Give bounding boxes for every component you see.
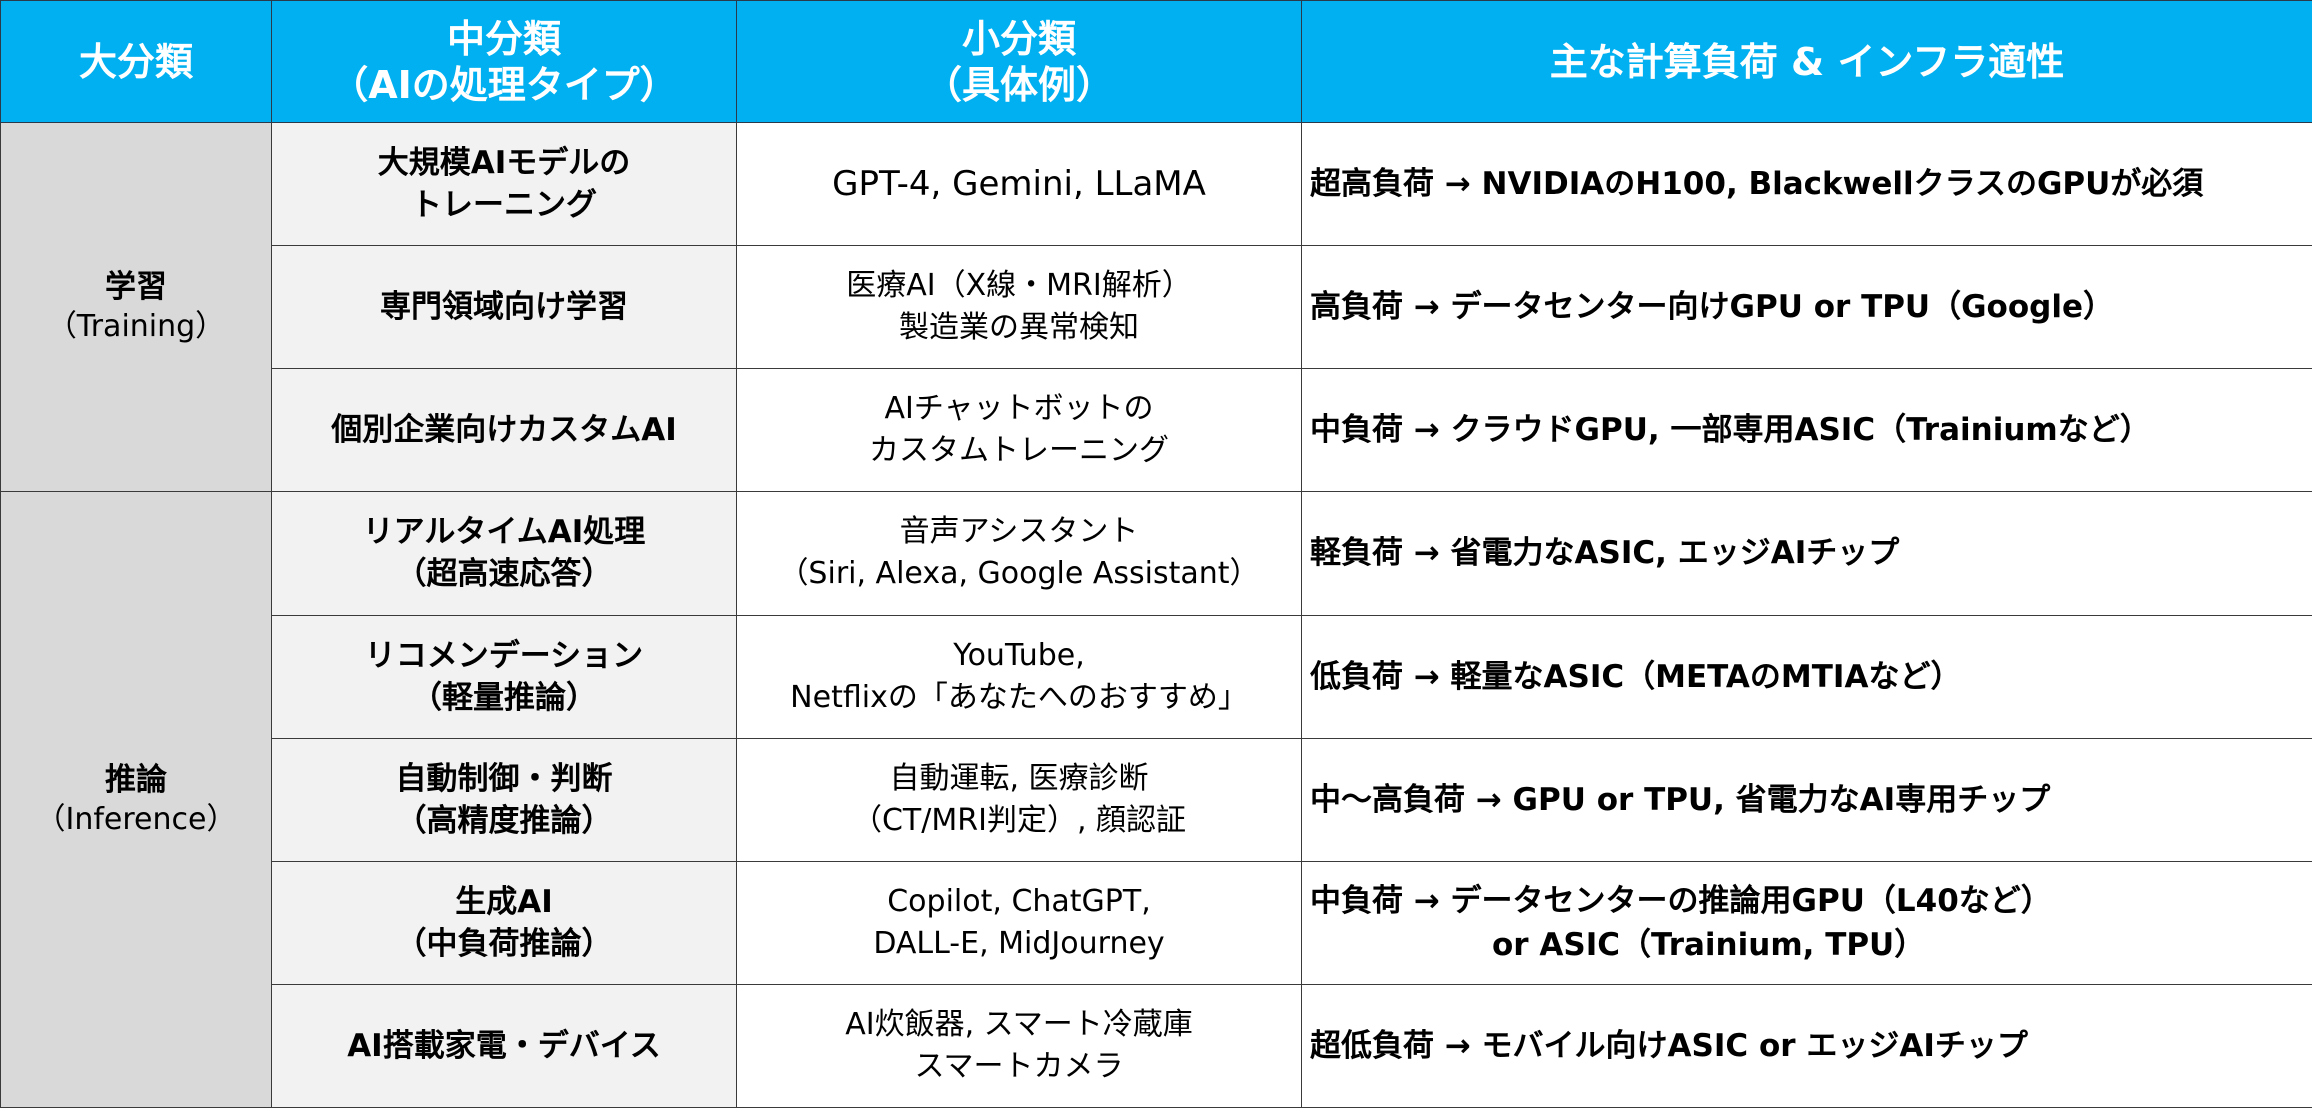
- header-sub-sublabel: （具体例）: [923, 62, 1114, 107]
- major-category-label: 学習: [105, 269, 167, 306]
- example-line: スマートカメラ: [914, 1048, 1124, 1084]
- example-line: （Siri, Alexa, Google Assistant）: [778, 556, 1260, 592]
- mid-category-cell: 専門領域向け学習: [271, 245, 737, 370]
- mid-category-cell: 個別企業向けカスタムAI: [271, 368, 737, 493]
- major-category-inference: 推論 （Inference）: [0, 491, 272, 1108]
- table-row: リコメンデーション （軽量推論） YouTube, Netflixの「あなたへの…: [1, 614, 2312, 739]
- mid-category-line: 個別企業向けカスタムAI: [331, 412, 677, 449]
- load-infra-cell: 高負荷 → データセンター向けGPU or TPU（Google）: [1301, 245, 2312, 370]
- mid-category-cell: リコメンデーション （軽量推論）: [271, 614, 737, 739]
- major-category-label: 推論: [105, 761, 167, 798]
- example-line: AIチャットボットの: [884, 391, 1154, 427]
- header-row: 大分類 中分類 （AIの処理タイプ） 小分類 （具体例） 主な計算負荷 & イン…: [0, 0, 2312, 123]
- table-row: 専門領域向け学習 医療AI（X線・MRI解析） 製造業の異常検知 高負荷 → デ…: [1, 245, 2312, 370]
- example-line: AI炊飯器, スマート冷蔵庫: [845, 1006, 1193, 1042]
- header-load-label: 主な計算負荷 & インフラ適性: [1549, 39, 2065, 84]
- example-line: カスタムトレーニング: [869, 433, 1169, 469]
- example-line: 自動運転, 医療診断: [889, 760, 1149, 796]
- mid-category-line: リアルタイムAI処理: [362, 514, 646, 551]
- mid-category-line: 大規模AIモデルの: [377, 145, 631, 182]
- load-infra-line: 中～高負荷 → GPU or TPU, 省電力なAI専用チップ: [1310, 781, 2051, 818]
- header-major-category: 大分類: [0, 0, 272, 123]
- mid-category-cell: 大規模AIモデルの トレーニング: [271, 121, 737, 247]
- load-infra-line: 超低負荷 → モバイル向けASIC or エッジAIチップ: [1310, 1027, 2028, 1064]
- load-infra-line: 軽負荷 → 省電力なASIC, エッジAIチップ: [1310, 535, 1900, 572]
- mid-category-line: リコメンデーション: [364, 637, 644, 674]
- load-infra-line: or ASIC（Trainium, TPU）: [1492, 926, 1926, 963]
- mid-category-line: AI搭載家電・デバイス: [347, 1027, 661, 1064]
- header-mid-label: 中分類: [446, 16, 561, 61]
- mid-category-line: 専門領域向け学習: [380, 289, 628, 326]
- example-line: YouTube,: [953, 637, 1085, 673]
- load-infra-line: 中負荷 → データセンターの推論用GPU（L40など）: [1310, 882, 2052, 919]
- example-line: Netflixの「あなたへのおすすめ」: [790, 679, 1248, 715]
- example-line: DALL-E, MidJourney: [873, 925, 1165, 961]
- mid-category-cell: 自動制御・判断 （高精度推論）: [271, 737, 737, 862]
- example-cell: AIチャットボットの カスタムトレーニング: [736, 368, 1302, 493]
- mid-category-line: トレーニング: [411, 187, 597, 224]
- mid-category-cell: AI搭載家電・デバイス: [271, 983, 737, 1108]
- major-category-training: 学習 （Training）: [0, 121, 272, 493]
- table-row: 生成AI （中負荷推論） Copilot, ChatGPT, DALL-E, M…: [1, 860, 2312, 985]
- header-load-infra: 主な計算負荷 & インフラ適性: [1301, 0, 2312, 123]
- example-cell: GPT-4, Gemini, LLaMA: [736, 121, 1302, 247]
- example-cell: 音声アシスタント （Siri, Alexa, Google Assistant）: [736, 491, 1302, 616]
- table-row: 個別企業向けカスタムAI AIチャットボットの カスタムトレーニング 中負荷 →…: [1, 368, 2312, 493]
- table-row: AI搭載家電・デバイス AI炊飯器, スマート冷蔵庫 スマートカメラ 超低負荷 …: [1, 983, 2312, 1108]
- load-infra-cell: 中～高負荷 → GPU or TPU, 省電力なAI専用チップ: [1301, 737, 2312, 862]
- mid-category-line: （軽量推論）: [411, 679, 597, 716]
- major-category-sublabel: （Inference）: [35, 801, 237, 837]
- example-line: 音声アシスタント: [899, 514, 1139, 550]
- table-row: 自動制御・判断 （高精度推論） 自動運転, 医療診断 （CT/MRI判定）, 顔…: [1, 737, 2312, 862]
- load-infra-cell: 超低負荷 → モバイル向けASIC or エッジAIチップ: [1301, 983, 2312, 1108]
- table-row: 学習 （Training） 大規模AIモデルの トレーニング GPT-4, Ge…: [0, 121, 2312, 493]
- load-infra-line: 中負荷 → クラウドGPU, 一部専用ASIC（Trainiumなど）: [1310, 412, 2151, 449]
- mid-category-line: （超高速応答）: [395, 556, 613, 593]
- load-infra-cell: 超高負荷 → NVIDIAのH100, BlackwellクラスのGPUが必須: [1301, 121, 2312, 247]
- mid-category-line: 自動制御・判断: [395, 760, 613, 797]
- example-cell: 医療AI（X線・MRI解析） 製造業の異常検知: [736, 245, 1302, 370]
- header-mid-category: 中分類 （AIの処理タイプ）: [271, 0, 737, 123]
- load-infra-line: 超高負荷 → NVIDIAのH100, BlackwellクラスのGPUが必須: [1310, 166, 2204, 203]
- load-infra-cell: 軽負荷 → 省電力なASIC, エッジAIチップ: [1301, 491, 2312, 616]
- mid-category-line: （高精度推論）: [395, 802, 613, 839]
- load-infra-line: 低負荷 → 軽量なASIC（METAのMTIAなど）: [1310, 658, 1962, 695]
- load-infra-cell: 中負荷 → クラウドGPU, 一部専用ASIC（Trainiumなど）: [1301, 368, 2312, 493]
- header-mid-sublabel: （AIの処理タイプ）: [330, 62, 678, 107]
- header-major-label: 大分類: [78, 39, 193, 84]
- example-cell: Copilot, ChatGPT, DALL-E, MidJourney: [736, 860, 1302, 985]
- example-line: Copilot, ChatGPT,: [887, 883, 1151, 919]
- example-cell: AI炊飯器, スマート冷蔵庫 スマートカメラ: [736, 983, 1302, 1108]
- table-row: 推論 （Inference） リアルタイムAI処理 （超高速応答） 音声アシスタ…: [0, 491, 2312, 1108]
- header-sub-label: 小分類: [961, 16, 1076, 61]
- example-cell: 自動運転, 医療診断 （CT/MRI判定）, 顔認証: [736, 737, 1302, 862]
- mid-category-line: 生成AI: [455, 883, 553, 920]
- mid-category-cell: リアルタイムAI処理 （超高速応答）: [271, 491, 737, 616]
- load-infra-cell: 低負荷 → 軽量なASIC（METAのMTIAなど）: [1301, 614, 2312, 739]
- major-category-sublabel: （Training）: [46, 309, 226, 345]
- header-sub-category: 小分類 （具体例）: [736, 0, 1302, 123]
- mid-category-cell: 生成AI （中負荷推論）: [271, 860, 737, 985]
- load-infra-line: 高負荷 → データセンター向けGPU or TPU（Google）: [1310, 289, 2114, 326]
- example-cell: YouTube, Netflixの「あなたへのおすすめ」: [736, 614, 1302, 739]
- load-infra-cell: 中負荷 → データセンターの推論用GPU（L40など） or ASIC（Trai…: [1301, 860, 2312, 985]
- example-line: GPT-4, Gemini, LLaMA: [832, 164, 1206, 205]
- example-line: 製造業の異常検知: [899, 310, 1139, 346]
- example-line: （CT/MRI判定）, 顔認証: [851, 802, 1187, 838]
- mid-category-line: （中負荷推論）: [395, 925, 613, 962]
- example-line: 医療AI（X線・MRI解析）: [846, 268, 1192, 304]
